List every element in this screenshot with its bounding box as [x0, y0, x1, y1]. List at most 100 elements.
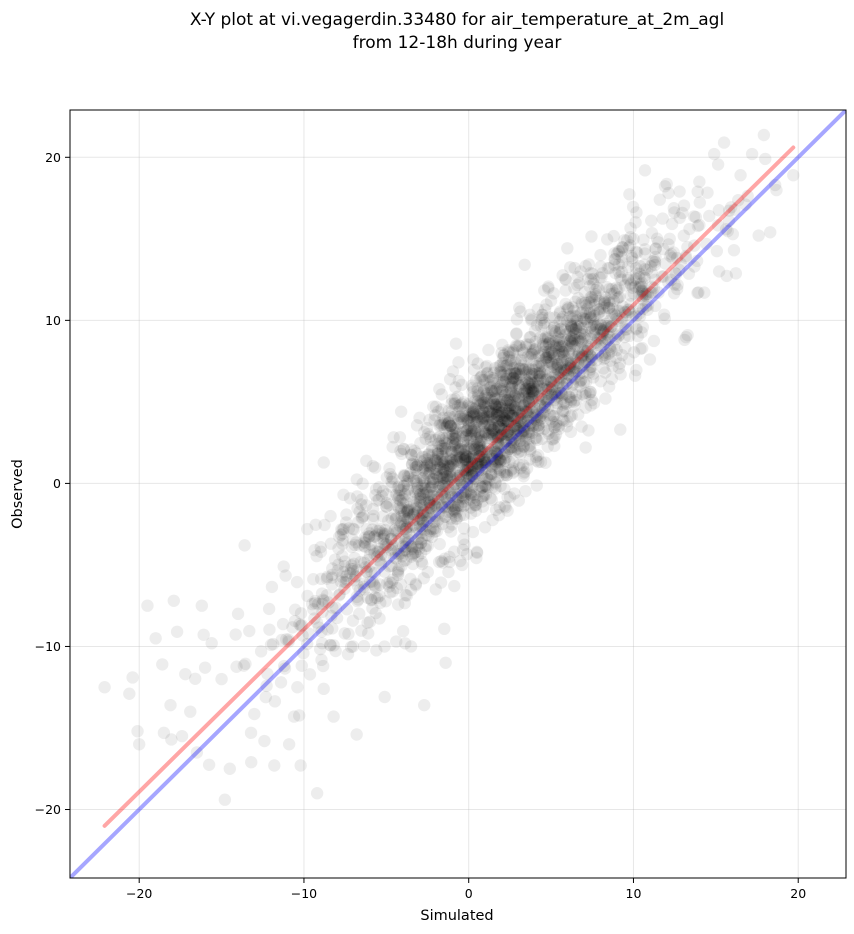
scatter-point — [230, 660, 243, 673]
scatter-point — [602, 294, 616, 308]
scatter-point — [532, 368, 546, 381]
scatter-point — [366, 523, 379, 536]
scatter-point — [366, 602, 379, 615]
scatter-point — [561, 339, 574, 353]
scatter-point — [453, 410, 466, 423]
scatter-point — [231, 607, 245, 621]
scatter-point — [569, 322, 583, 335]
scatter-point — [513, 368, 526, 382]
scatter-point — [315, 625, 328, 638]
scatter-point — [469, 374, 483, 387]
scatter-point — [435, 488, 448, 501]
scatter-point — [433, 431, 446, 444]
scatter-point — [501, 426, 514, 439]
scatter-point — [507, 465, 521, 478]
scatter-point — [645, 214, 658, 227]
scatter-point — [701, 186, 714, 199]
scatter-point — [429, 521, 442, 535]
scatter-point — [616, 300, 629, 313]
scatter-point — [354, 555, 367, 569]
scatter-point — [481, 391, 494, 405]
scatter-point — [540, 379, 553, 393]
scatter-point — [545, 324, 559, 337]
scatter-point — [603, 282, 616, 296]
scatter-point — [414, 492, 427, 505]
scatter-point — [481, 387, 494, 400]
scatter-point — [554, 386, 567, 399]
scatter-point — [410, 506, 424, 519]
scatter-point — [460, 424, 474, 437]
scatter-point — [541, 424, 554, 437]
regression-line — [102, 145, 796, 828]
scatter-point — [553, 315, 566, 329]
scatter-point — [543, 311, 556, 324]
scatter-point — [500, 469, 513, 482]
scatter-point — [490, 432, 503, 445]
scatter-point — [445, 445, 458, 458]
scatter-point — [476, 480, 489, 494]
scatter-point — [602, 320, 615, 333]
scatter-point — [512, 409, 525, 423]
scatter-point — [550, 416, 563, 429]
scatter-point — [421, 505, 434, 519]
scatter-point — [593, 271, 606, 284]
scatter-point — [369, 581, 382, 594]
scatter-point — [517, 420, 531, 434]
scatter-point — [536, 333, 550, 346]
scatter-point — [505, 379, 519, 392]
scatter-point — [483, 410, 496, 423]
scatter-point — [712, 204, 726, 217]
scatter-point — [636, 286, 649, 299]
scatter-point — [584, 312, 597, 325]
scatter-point — [524, 330, 537, 344]
scatter-point — [425, 479, 439, 493]
scatter-point — [523, 439, 537, 452]
scatter-point — [326, 562, 339, 575]
scatter-point — [712, 265, 726, 278]
scatter-point — [515, 376, 529, 390]
scatter-point — [613, 290, 627, 304]
scatter-point — [533, 389, 547, 402]
scatter-point — [405, 542, 419, 556]
scatter-point — [363, 575, 377, 589]
scatter-point — [393, 494, 407, 507]
scatter-point — [555, 365, 568, 378]
scatter-point — [566, 312, 580, 325]
scatter-point — [411, 504, 424, 518]
scatter-point — [478, 425, 492, 439]
scatter-point — [475, 481, 489, 494]
scatter-point — [505, 367, 518, 381]
scatter-point — [600, 319, 613, 333]
scatter-point — [520, 404, 533, 418]
scatter-point — [497, 454, 511, 467]
scatter-point — [498, 482, 511, 496]
scatter-point — [451, 413, 465, 426]
scatter-point — [494, 364, 507, 377]
scatter-point — [585, 230, 598, 243]
scatter-point — [407, 513, 420, 527]
scatter-point — [466, 405, 480, 418]
scatter-point — [633, 282, 646, 295]
scatter-point — [467, 438, 480, 451]
scatter-point — [495, 395, 509, 409]
scatter-point — [445, 397, 458, 410]
scatter-point — [422, 448, 435, 462]
scatter-point — [449, 422, 462, 435]
scatter-point — [445, 465, 459, 478]
scatter-point — [508, 367, 522, 380]
scatter-point — [659, 257, 672, 270]
scatter-point — [571, 333, 585, 347]
scatter-point — [552, 341, 566, 354]
scatter-point — [409, 486, 422, 499]
scatter-point — [506, 402, 519, 415]
scatter-point — [473, 438, 486, 451]
scatter-point — [461, 424, 474, 437]
scatter-point — [752, 229, 765, 242]
scatter-point — [402, 508, 416, 521]
scatter-point — [500, 415, 513, 428]
scatter-point — [512, 392, 526, 405]
scatter-point — [520, 382, 533, 395]
scatter-point — [577, 311, 590, 325]
scatter-point — [467, 464, 481, 477]
scatter-point — [574, 380, 587, 393]
